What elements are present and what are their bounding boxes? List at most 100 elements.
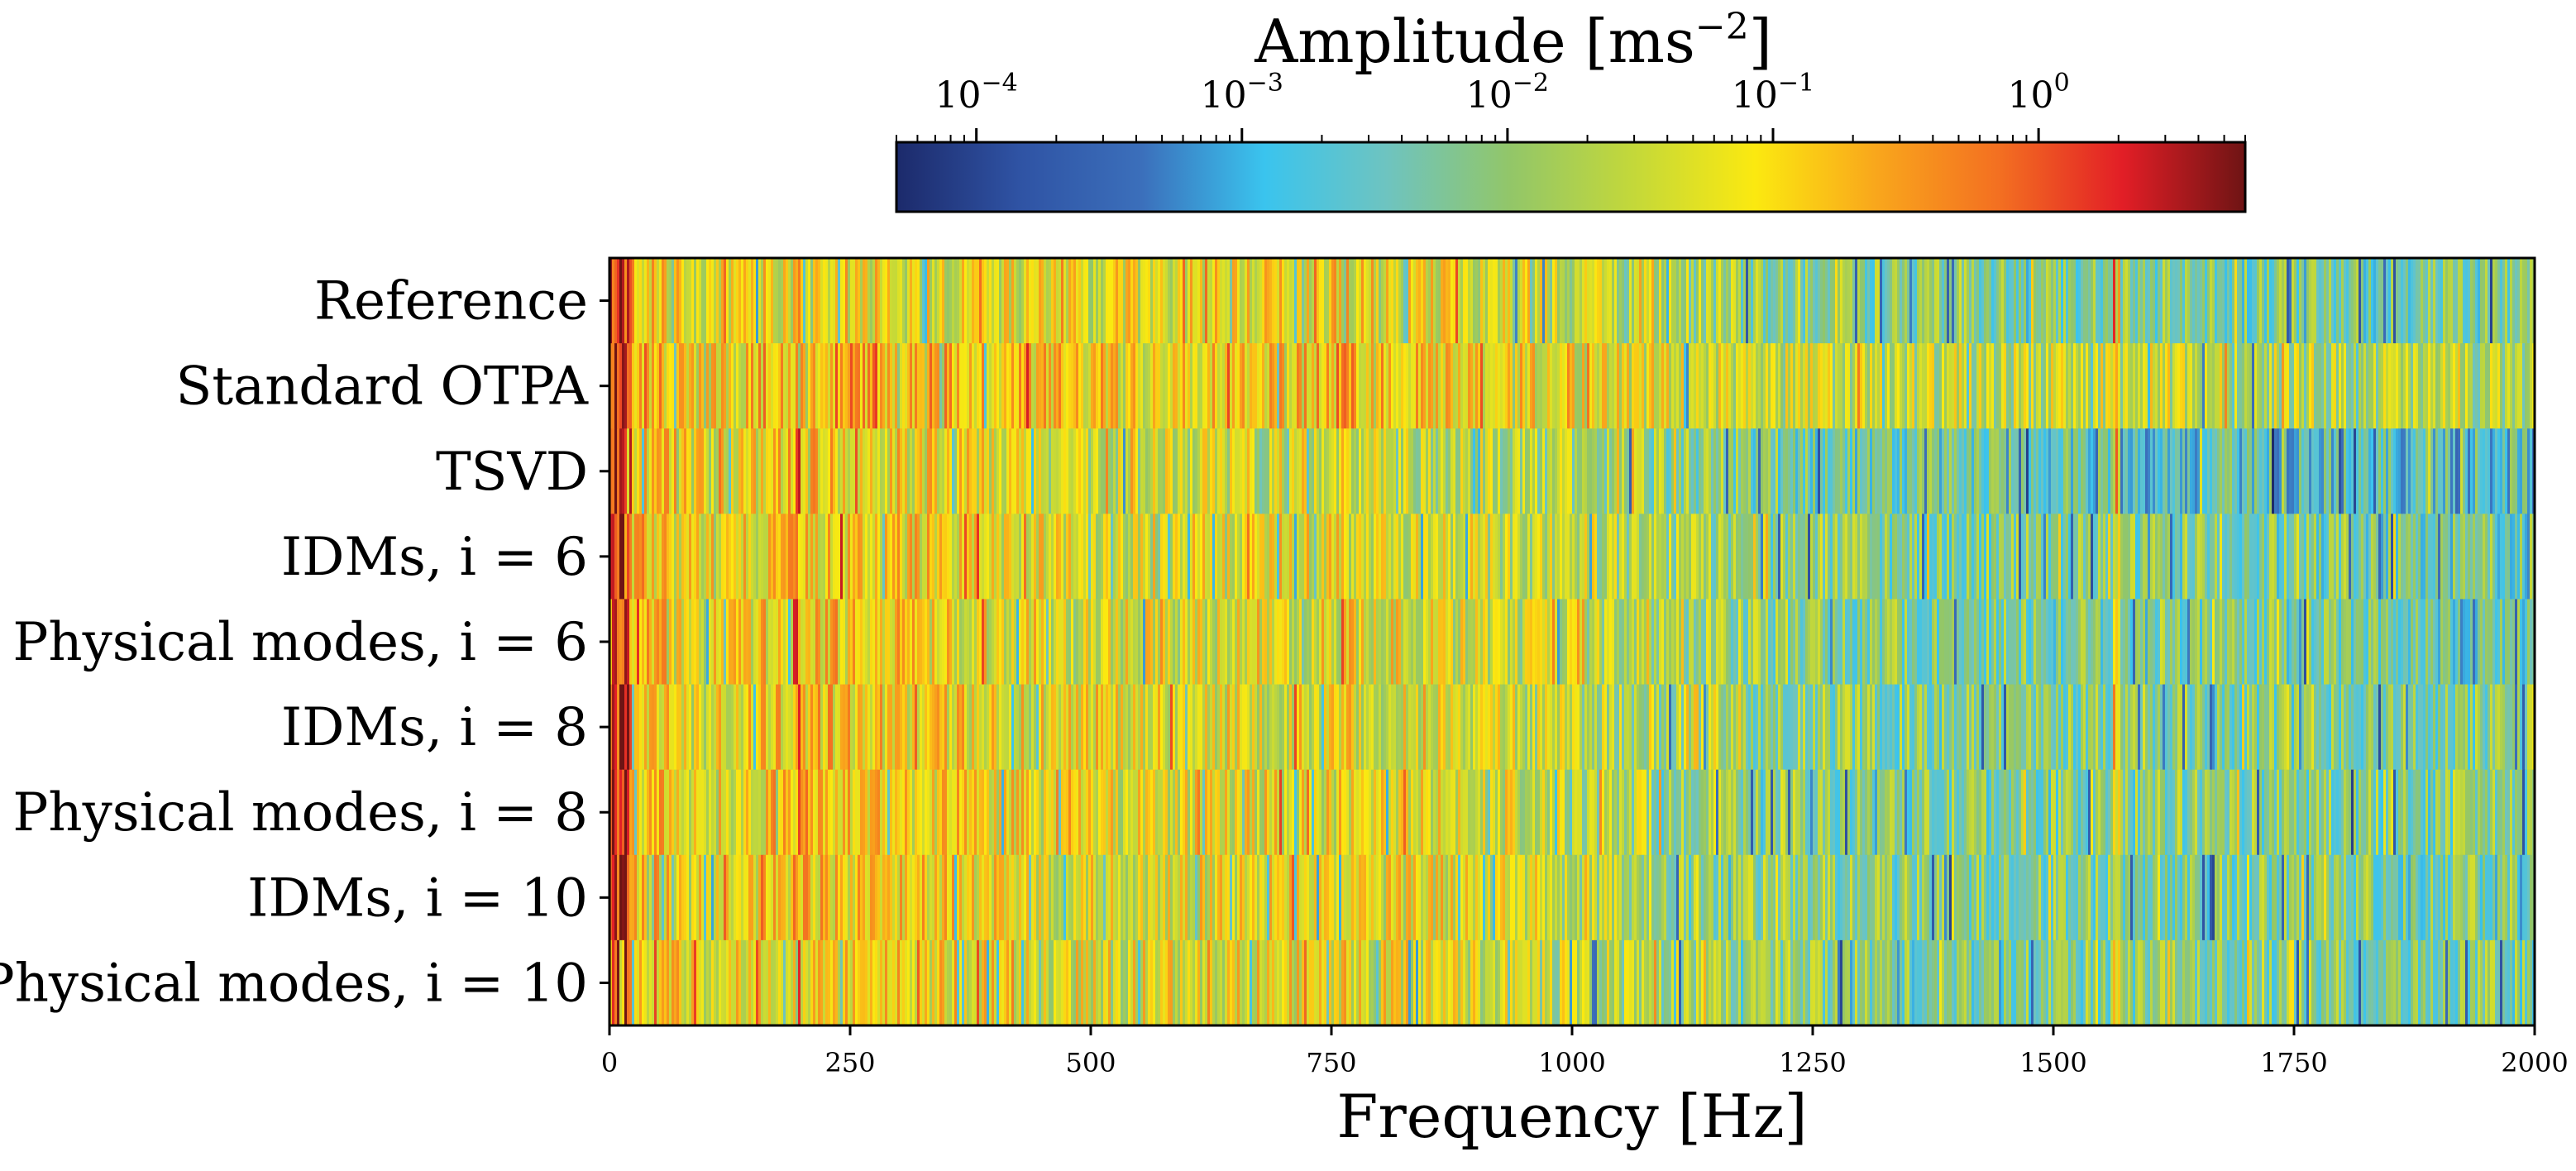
heatmap-cell [2366,599,2369,686]
heatmap-cell [1116,769,1119,856]
heatmap-cell [1267,514,1270,600]
heatmap-cell [1927,599,1930,686]
heatmap-cell [2361,428,2364,514]
heatmap-cell [2381,684,2384,771]
heatmap-cell [2470,343,2473,429]
heatmap-cell [1629,514,1632,600]
heatmap-cell [1121,343,1124,429]
heatmap-cell [2046,599,2049,686]
heatmap-cell [689,428,692,514]
heatmap-cell [1413,514,1417,600]
heatmap-cell [930,599,933,686]
heatmap-cell [738,684,742,771]
heatmap-cell [2331,514,2335,600]
heatmap-cell [996,343,1000,429]
heatmap-cell [1274,514,1278,600]
heatmap-cell [1733,514,1737,600]
heatmap-cell [1153,428,1156,514]
heatmap-cell [1351,684,1355,771]
heatmap-cell [1654,258,1657,344]
heatmap-cell [887,258,891,344]
heatmap-cell [1775,684,1779,771]
heatmap-cell [1006,684,1010,771]
heatmap-cell [2428,343,2431,429]
heatmap-cell [1907,343,1910,429]
heatmap-cell [974,769,977,856]
heatmap-cell [1289,769,1293,856]
heatmap-cell [2202,684,2206,771]
heatmap-cell [1046,599,1049,686]
heatmap-cell [1443,684,1446,771]
heatmap-cell [1237,599,1240,686]
heatmap-cell [1178,769,1181,856]
heatmap-cell [1840,684,1843,771]
heatmap-cell [2011,258,2014,344]
heatmap-cell [1210,343,1213,429]
heatmap-cell [805,599,809,686]
heatmap-cell [2011,343,2014,429]
heatmap-cell [756,769,759,856]
heatmap-cell [1885,684,1888,771]
heatmap-cell [662,599,665,686]
heatmap-cell [2180,599,2183,686]
heatmap-cell [1143,684,1146,771]
heatmap-cell [1059,428,1062,514]
heatmap-cell [947,258,950,344]
heatmap-cell [2100,343,2104,429]
heatmap-cell [1277,684,1280,771]
heatmap-cell [1054,428,1057,514]
heatmap-cell [734,258,737,344]
heatmap-cell [1083,258,1087,344]
heatmap-cell [2274,684,2277,771]
heatmap-cell [805,769,809,856]
heatmap-cell [1550,684,1553,771]
heatmap-cell [937,343,940,429]
heatmap-cell [964,428,968,514]
heatmap-cell [1356,514,1360,600]
heatmap-cell [957,769,960,856]
heatmap-cell [1691,599,1694,686]
heatmap-cell [786,769,789,856]
heatmap-cell [758,769,762,856]
heatmap-cell [1334,343,1337,429]
heatmap-cell [902,514,906,600]
heatmap-cell [1522,258,1526,344]
heatmap-cell [1168,428,1171,514]
heatmap-cell [843,258,846,344]
heatmap-cell [2475,428,2478,514]
heatmap-cell [1947,684,1950,771]
heatmap-cell [969,684,973,771]
heatmap-cell [942,769,945,856]
heatmap-cell [1101,258,1104,344]
heatmap-cell [1971,258,1975,344]
heatmap-cell [954,428,958,514]
heatmap-cell [1872,684,1876,771]
heatmap-cell [2406,428,2409,514]
heatmap-cell [2239,428,2243,514]
heatmap-cell [1170,769,1173,856]
heatmap-cell [612,258,615,344]
heatmap-cell [1222,343,1226,429]
heatmap-cell [925,258,928,344]
heatmap-cell [932,258,935,344]
heatmap-cell [1890,599,1893,686]
heatmap-cell [2299,258,2302,344]
heatmap-cell [1592,428,1595,514]
heatmap-cell [2500,428,2503,514]
heatmap-cell [1061,599,1064,686]
heatmap-cell [1465,258,1469,344]
heatmap-cell [1210,684,1213,771]
heatmap-cell [1823,599,1826,686]
heatmap-cell [619,684,623,771]
heatmap-cell [2289,514,2292,600]
heatmap-cell [706,428,710,514]
heatmap-cell [691,258,695,344]
heatmap-cell [1401,258,1404,344]
heatmap-cell [2460,599,2464,686]
heatmap-cell [2093,258,2096,344]
heatmap-cell [1031,599,1035,686]
heatmap-cell [1766,343,1769,429]
heatmap-cell [2210,514,2213,600]
heatmap-cell [1059,343,1062,429]
heatmap-cell [743,514,747,600]
